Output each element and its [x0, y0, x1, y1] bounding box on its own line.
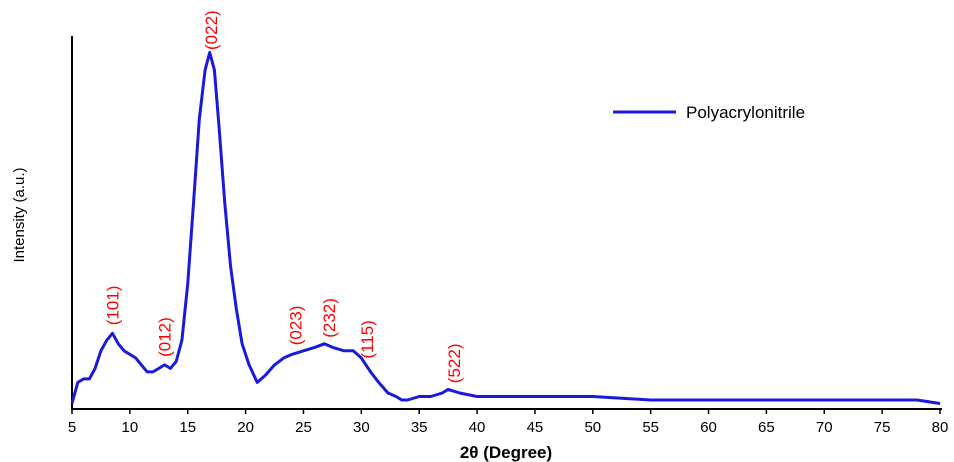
x-tick-label: 80 — [932, 419, 949, 436]
x-tick-label: 25 — [295, 419, 312, 436]
peak-label: (022) — [202, 10, 221, 50]
legend-label: Polyacrylonitrile — [686, 103, 805, 122]
peak-label: (115) — [358, 320, 377, 358]
x-tick-label: 55 — [642, 419, 659, 436]
peak-label: (012) — [156, 317, 175, 357]
peak-label: (232) — [320, 298, 339, 338]
legend: Polyacrylonitrile — [613, 103, 805, 122]
x-tick-label: 45 — [527, 419, 544, 436]
peak-label: (023) — [286, 306, 305, 346]
x-tick-label: 75 — [874, 419, 891, 436]
y-axis-label: Intensity (a.u.) — [11, 167, 28, 262]
peak-annotations: (101) (012) (022) (023) (232) (115) (522) — [104, 10, 464, 383]
x-tick-label: 70 — [816, 419, 833, 436]
peak-label: (101) — [104, 286, 123, 326]
x-tick-label: 20 — [237, 419, 254, 436]
x-tick-label: 60 — [700, 419, 717, 436]
series-layer — [70, 51, 941, 405]
x-tick-label: 35 — [411, 419, 428, 436]
x-tick-label: 5 — [68, 419, 76, 436]
x-axis-label: 2θ (Degree) — [460, 443, 552, 462]
x-tick-label: 65 — [758, 419, 775, 436]
x-tick-label: 10 — [122, 419, 139, 436]
x-tick-label: 40 — [469, 419, 486, 436]
x-tick-label: 15 — [179, 419, 196, 436]
x-ticks: 5 10 15 20 25 30 35 40 45 50 55 60 65 70 75 80 — [68, 409, 949, 436]
peak-label: (522) — [445, 344, 464, 384]
x-tick-label: 30 — [353, 419, 370, 436]
series-line — [70, 51, 941, 405]
x-tick-label: 50 — [584, 419, 601, 436]
